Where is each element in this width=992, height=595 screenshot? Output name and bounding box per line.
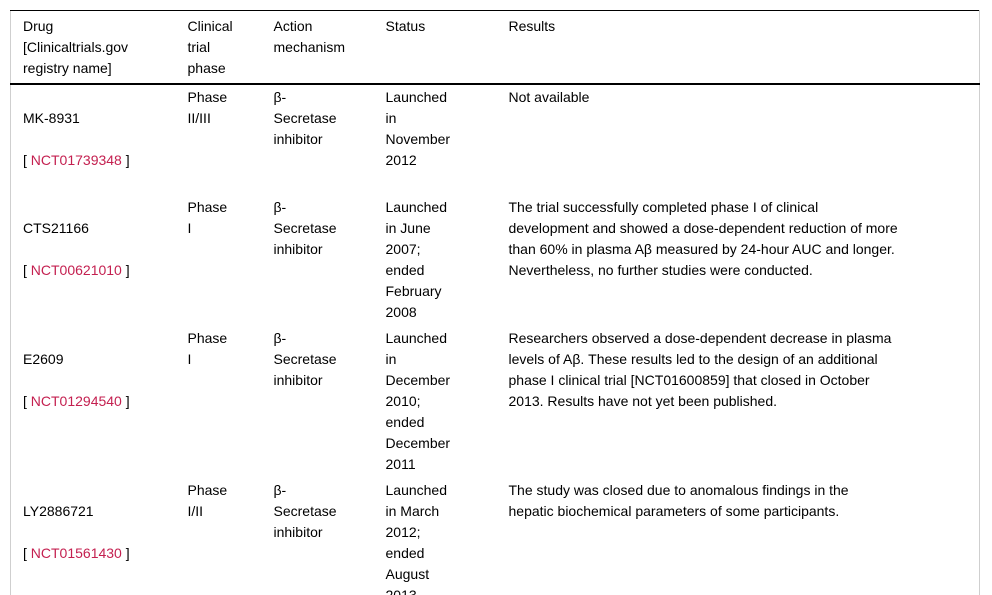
status-cell: Launched in June 2007; ended February 20… (385, 199, 448, 320)
bracket-close: ] (121, 152, 130, 168)
registry-ref: [ NCT01561430 ] (23, 543, 174, 564)
table-row: E2609 [ NCT01294540 ] Phase I β- Secreta… (11, 326, 980, 478)
header-row: Drug [Clinicaltrials.gov registry name] … (10, 10, 980, 85)
registry-ref: [ NCT01739348 ] (23, 150, 174, 171)
phase-cell: Phase I (187, 199, 228, 236)
mechanism-cell: β- Secretase inhibitor (273, 482, 337, 540)
bracket-close: ] (121, 262, 130, 278)
phase-cell: Phase I (187, 330, 228, 367)
drug-cell: E2609 [ NCT01294540 ] (11, 326, 188, 478)
registry-link[interactable]: NCT01739348 (30, 152, 122, 168)
table-row: LY2886721 [ NCT01561430 ] Phase I/II β- … (11, 478, 980, 595)
results-cell: The trial successfully completed phase I… (508, 199, 898, 278)
drug-name: E2609 (23, 351, 64, 367)
column-header-mechanism: Action mechanism (273, 10, 386, 85)
column-header-results: Results (508, 10, 980, 85)
drug-cell: LY2886721 [ NCT01561430 ] (11, 478, 188, 595)
clinical-trials-table: Drug [Clinicaltrials.gov registry name] … (10, 10, 980, 595)
results-cell: The study was closed due to anomalous fi… (508, 482, 849, 519)
status-cell: Launched in March 2012; ended August 201… (385, 482, 448, 595)
results-cell: Researchers observed a dose-dependent de… (508, 330, 892, 409)
phase-cell: Phase II/III (187, 89, 228, 126)
column-header-status: Status (385, 10, 509, 85)
mechanism-cell: β- Secretase inhibitor (273, 89, 337, 147)
registry-link[interactable]: NCT01294540 (30, 393, 122, 409)
registry-link[interactable]: NCT00621010 (30, 262, 122, 278)
column-header-drug: Drug [Clinicaltrials.gov registry name] (10, 10, 188, 85)
drug-cell: MK-8931 [ NCT01739348 ] (11, 84, 188, 195)
bracket-close: ] (121, 545, 130, 561)
mechanism-cell: β- Secretase inhibitor (273, 330, 337, 388)
drug-cell: CTS21166 [ NCT00621010 ] (11, 195, 188, 326)
drug-name: CTS21166 (23, 220, 89, 236)
status-cell: Launched in November 2012 (385, 89, 451, 168)
registry-link[interactable]: NCT01561430 (30, 545, 122, 561)
registry-ref: [ NCT01294540 ] (23, 391, 174, 412)
column-header-phase: Clinical trial phase (187, 10, 274, 85)
results-cell: Not available (508, 89, 590, 105)
drug-name: MK-8931 (23, 110, 80, 126)
bracket-open: [ (23, 262, 31, 278)
bracket-close: ] (121, 393, 130, 409)
mechanism-cell: β- Secretase inhibitor (273, 199, 337, 257)
phase-cell: Phase I/II (187, 482, 228, 519)
bracket-open: [ (23, 545, 31, 561)
table-row: MK-8931 [ NCT01739348 ] Phase II/III β- … (11, 84, 980, 195)
table-row: CTS21166 [ NCT00621010 ] Phase I β- Secr… (11, 195, 980, 326)
bracket-open: [ (23, 152, 31, 168)
bracket-open: [ (23, 393, 31, 409)
drug-name: LY2886721 (23, 503, 94, 519)
status-cell: Launched in December 2010; ended Decembe… (385, 330, 451, 472)
registry-ref: [ NCT00621010 ] (23, 260, 174, 281)
